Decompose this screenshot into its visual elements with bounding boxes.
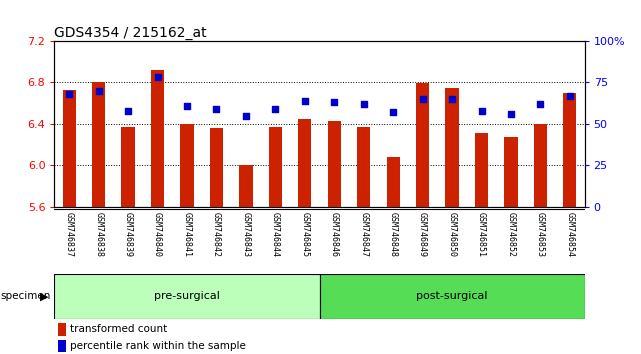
- Bar: [475, 133, 488, 354]
- Text: GSM746840: GSM746840: [153, 212, 162, 257]
- Bar: [416, 83, 429, 354]
- Text: GSM746851: GSM746851: [477, 212, 486, 257]
- Point: [153, 74, 163, 80]
- Text: GSM746839: GSM746839: [124, 212, 133, 257]
- Text: specimen: specimen: [1, 291, 51, 302]
- Point: [565, 93, 575, 98]
- Text: GDS4354 / 215162_at: GDS4354 / 215162_at: [54, 26, 207, 40]
- Text: GSM746843: GSM746843: [242, 212, 251, 257]
- Text: pre-surgical: pre-surgical: [154, 291, 220, 302]
- Text: ▶: ▶: [40, 291, 48, 302]
- Bar: [563, 93, 576, 354]
- Point: [64, 91, 74, 97]
- Point: [447, 96, 457, 102]
- Text: GSM746848: GSM746848: [388, 212, 397, 257]
- Point: [271, 106, 281, 112]
- Text: GSM746845: GSM746845: [301, 212, 310, 257]
- Text: GSM746853: GSM746853: [536, 212, 545, 257]
- Bar: [357, 127, 370, 354]
- Text: GSM746841: GSM746841: [183, 212, 192, 257]
- Text: GSM746844: GSM746844: [271, 212, 280, 257]
- Bar: [534, 124, 547, 354]
- Bar: [328, 121, 341, 354]
- Point: [123, 108, 133, 113]
- Point: [506, 111, 516, 117]
- Bar: [58, 323, 65, 336]
- Text: GSM746849: GSM746849: [418, 212, 427, 257]
- Text: GSM746847: GSM746847: [359, 212, 368, 257]
- Point: [241, 113, 251, 118]
- Point: [535, 101, 545, 107]
- Bar: [151, 70, 164, 354]
- Point: [94, 88, 104, 93]
- Text: GSM746842: GSM746842: [212, 212, 221, 257]
- Point: [212, 106, 222, 112]
- Bar: [54, 274, 319, 319]
- Bar: [58, 339, 65, 352]
- Bar: [122, 127, 135, 354]
- Text: GSM746846: GSM746846: [329, 212, 338, 257]
- Point: [329, 99, 339, 105]
- Text: GSM746852: GSM746852: [506, 212, 515, 257]
- Text: percentile rank within the sample: percentile rank within the sample: [70, 341, 246, 351]
- Point: [358, 101, 369, 107]
- Bar: [504, 137, 517, 354]
- Point: [388, 109, 398, 115]
- Bar: [387, 157, 400, 354]
- Text: GSM746838: GSM746838: [94, 212, 103, 257]
- Point: [476, 108, 487, 113]
- Point: [182, 103, 192, 108]
- Point: [417, 96, 428, 102]
- Bar: [92, 82, 105, 354]
- Bar: [239, 165, 253, 354]
- Bar: [298, 119, 312, 354]
- Bar: [445, 87, 459, 354]
- Text: post-surgical: post-surgical: [416, 291, 488, 302]
- Text: GSM746850: GSM746850: [447, 212, 456, 257]
- Bar: [63, 90, 76, 354]
- Text: transformed count: transformed count: [70, 324, 167, 334]
- Text: GSM746837: GSM746837: [65, 212, 74, 257]
- Bar: [210, 128, 223, 354]
- Text: GSM746854: GSM746854: [565, 212, 574, 257]
- Bar: [269, 127, 282, 354]
- Bar: [180, 124, 194, 354]
- Bar: [319, 274, 585, 319]
- Point: [300, 98, 310, 103]
